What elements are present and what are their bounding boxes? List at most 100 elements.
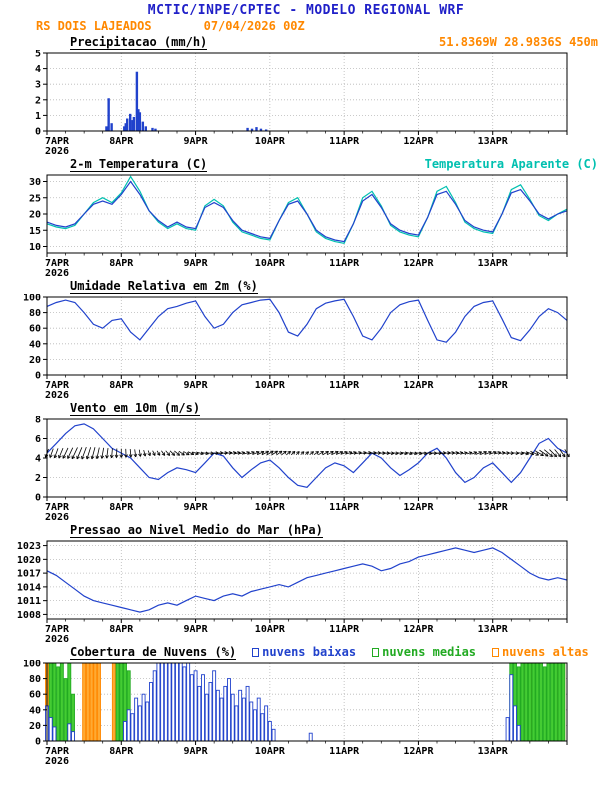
svg-text:8APR: 8APR [109, 380, 134, 391]
legend-nuvens-medias: nuvens medias [372, 645, 476, 659]
chart-precipitation: Precipitacao (mm/h) 51.8369W 28.9836S 45… [0, 35, 612, 155]
chart-head-temperature: 2-m Temperatura (C) Temperatura Aparente… [0, 157, 612, 172]
chart-title-wind: Vento em 10m (m/s) [70, 401, 201, 416]
svg-text:7APR: 7APR [45, 502, 70, 513]
page-header: MCTIC/INPE/CPTEC - MODELO REGIONAL WRF R… [0, 0, 612, 33]
svg-text:12APR: 12APR [403, 258, 434, 269]
svg-text:2026: 2026 [45, 512, 69, 521]
svg-text:1023: 1023 [17, 541, 41, 552]
chart-title-humidity: Umidade Relativa em 2m (%) [70, 279, 258, 294]
svg-text:9APR: 9APR [184, 502, 209, 513]
svg-text:9APR: 9APR [184, 258, 209, 269]
svg-text:10APR: 10APR [255, 624, 286, 635]
svg-text:60: 60 [29, 324, 41, 335]
svg-text:25: 25 [29, 193, 41, 204]
svg-text:11APR: 11APR [329, 502, 360, 513]
svg-text:1014: 1014 [17, 582, 41, 593]
svg-text:20: 20 [29, 721, 41, 732]
chart-head-cloud-cover: Cobertura de Nuvens (%) nuvens baixas nu… [0, 645, 612, 660]
svg-text:11APR: 11APR [329, 258, 360, 269]
svg-text:13APR: 13APR [478, 380, 509, 391]
svg-text:20: 20 [29, 210, 41, 221]
svg-text:1017: 1017 [17, 569, 41, 580]
svg-text:7APR: 7APR [45, 624, 70, 635]
run-info-row: RS DOIS LAJEADOS 07/04/2026 00Z [36, 19, 612, 33]
svg-text:10APR: 10APR [255, 502, 286, 513]
svg-text:2026: 2026 [45, 756, 69, 765]
svg-text:6: 6 [35, 434, 41, 445]
wind-plot: 0 2 4 6 8 7APR 8APR 9APR 10APR 11APR 12APR 13APR 202… [35, 416, 570, 521]
apparent-temperature-label: Temperatura Aparente (C) [424, 157, 598, 171]
chart-title-pressure: Pressao ao Nivel Medio do Mar (hPa) [70, 523, 323, 538]
svg-text:10: 10 [29, 242, 41, 253]
svg-text:8APR: 8APR [109, 258, 134, 269]
legend-box-altas-icon [492, 648, 500, 657]
svg-text:13APR: 13APR [478, 136, 509, 147]
svg-text:10APR: 10APR [255, 380, 286, 391]
svg-text:0: 0 [35, 371, 41, 382]
model-title: MCTIC/INPE/CPTEC - MODELO REGIONAL WRF [147, 3, 465, 18]
svg-text:40: 40 [29, 339, 41, 350]
svg-text:0: 0 [35, 737, 41, 748]
chart-title-cloud-cover: Cobertura de Nuvens (%) [70, 645, 237, 660]
svg-text:12APR: 12APR [403, 380, 434, 391]
chart-title-precipitation: Precipitacao (mm/h) [70, 35, 208, 50]
svg-text:15: 15 [29, 226, 41, 237]
svg-text:13APR: 13APR [478, 502, 509, 513]
svg-text:13APR: 13APR [478, 624, 509, 635]
svg-text:7APR: 7APR [45, 746, 70, 757]
chart-title-temperature: 2-m Temperatura (C) [70, 157, 208, 172]
pressure-plot: 1008 1011 1014 1017 1020 1023 7APR 8APR 9APR 10AP… [17, 540, 568, 643]
svg-text:9APR: 9APR [184, 136, 209, 147]
svg-text:8APR: 8APR [109, 746, 134, 757]
chart-pressure: Pressao ao Nivel Medio do Mar (hPa) 1008… [0, 523, 612, 643]
svg-text:11APR: 11APR [329, 624, 360, 635]
svg-text:10APR: 10APR [255, 136, 286, 147]
svg-text:8APR: 8APR [109, 136, 134, 147]
svg-text:1011: 1011 [17, 596, 41, 607]
svg-text:12APR: 12APR [403, 624, 434, 635]
chart-head-wind: Vento em 10m (m/s) [0, 401, 612, 416]
svg-text:8: 8 [35, 416, 41, 426]
chart-head-humidity: Umidade Relativa em 2m (%) [0, 279, 612, 294]
legend-nuvens-altas: nuvens altas [492, 645, 589, 659]
svg-text:12APR: 12APR [403, 746, 434, 757]
station-coordinates: 51.8369W 28.9836S 450m [439, 35, 598, 49]
svg-text:4: 4 [35, 454, 41, 465]
svg-text:100: 100 [23, 660, 41, 670]
svg-text:10APR: 10APR [255, 258, 286, 269]
svg-text:13APR: 13APR [478, 746, 509, 757]
legend-box-baixas-icon [252, 648, 260, 657]
svg-text:0: 0 [35, 127, 41, 138]
svg-text:30: 30 [29, 177, 41, 188]
svg-text:9APR: 9APR [184, 380, 209, 391]
svg-text:11APR: 11APR [329, 746, 360, 757]
svg-text:1: 1 [35, 111, 41, 122]
svg-text:12APR: 12APR [403, 136, 434, 147]
svg-text:9APR: 9APR [184, 746, 209, 757]
svg-text:60: 60 [29, 690, 41, 701]
cloud-cover-plot: 0 20 40 60 80 100 7APR 8APR 9APR 10APR 11APR 12APR 1… [23, 660, 568, 765]
chart-wind: Vento em 10m (m/s) 0 2 4 6 8 7APR 8APR 9APR 10AP… [0, 401, 612, 521]
run-datetime: 07/04/2026 00Z [203, 19, 305, 33]
svg-text:7APR: 7APR [45, 136, 70, 147]
precipitation-plot: 0 1 2 3 4 5 7APR 8APR 9APR 10APR 11APR 12APR 13APR 20… [35, 50, 568, 155]
svg-text:11APR: 11APR [329, 136, 360, 147]
svg-text:12APR: 12APR [403, 502, 434, 513]
chart-temperature: 2-m Temperatura (C) Temperatura Aparente… [0, 157, 612, 277]
station-name: RS DOIS LAJEADOS [36, 19, 152, 33]
chart-cloud-cover: Cobertura de Nuvens (%) nuvens baixas nu… [0, 645, 612, 765]
svg-text:2026: 2026 [45, 390, 69, 399]
svg-text:100: 100 [23, 294, 41, 304]
svg-text:2: 2 [35, 473, 41, 484]
chart-humidity: Umidade Relativa em 2m (%) 0 20 40 60 80 100 7… [0, 279, 612, 399]
legend-nuvens-baixas: nuvens baixas [252, 645, 356, 659]
cloud-legend: nuvens baixas nuvens medias nuvens altas [252, 645, 589, 659]
svg-text:7APR: 7APR [45, 380, 70, 391]
svg-text:2026: 2026 [45, 268, 69, 277]
svg-text:2: 2 [35, 95, 41, 106]
svg-text:2026: 2026 [45, 634, 69, 643]
svg-text:7APR: 7APR [45, 258, 70, 269]
svg-text:5: 5 [35, 50, 41, 60]
svg-text:9APR: 9APR [184, 624, 209, 635]
